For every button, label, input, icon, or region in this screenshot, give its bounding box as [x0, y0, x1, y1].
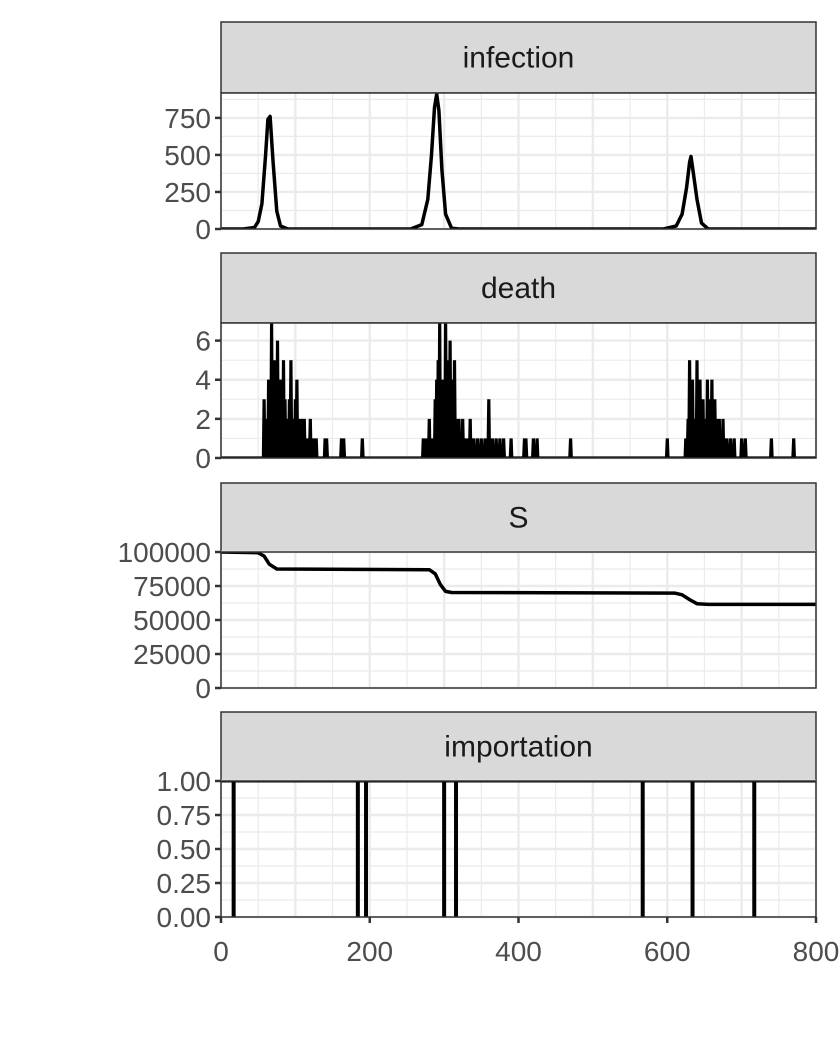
y-tick-label: 6	[195, 326, 211, 357]
y-tick-label: 4	[195, 365, 211, 396]
x-tick-label: 600	[644, 936, 691, 967]
y-tick-label: 250	[164, 177, 211, 208]
y-tick-label: 0.50	[157, 834, 212, 865]
y-tick-label: 0.25	[157, 868, 212, 899]
series-line-s	[221, 552, 816, 607]
y-tick-label: 0	[195, 673, 211, 704]
strip-background	[220, 252, 817, 324]
y-tick-label: 25000	[133, 639, 211, 670]
y-tick-label: 500	[164, 140, 211, 171]
data-layer	[221, 323, 816, 458]
data-layer	[221, 781, 816, 917]
panel-importation: importation 0.000.250.500.751.00	[157, 711, 818, 933]
y-tick-label: 100000	[118, 537, 211, 568]
series-line-death	[221, 323, 816, 458]
y-tick-label: 0	[195, 443, 211, 474]
data-layer	[221, 93, 816, 229]
strip-label: S	[508, 502, 528, 535]
y-tick-label: 0.75	[157, 800, 212, 831]
x-tick-label: 0	[213, 936, 229, 967]
series-line-infection	[221, 93, 816, 229]
strip-label: death	[481, 272, 556, 305]
panel-death: death 0 2 4 6	[195, 252, 818, 474]
x-tick-label: 200	[346, 936, 393, 967]
y-tick-label: 50000	[133, 605, 211, 636]
y-tick-label: 75000	[133, 571, 211, 602]
strip-background	[220, 482, 817, 553]
strip-background	[220, 711, 817, 782]
y-tick-label: 0.00	[157, 902, 212, 933]
strip-label: importation	[444, 731, 592, 764]
strip-background	[220, 21, 817, 94]
data-layer	[221, 552, 816, 607]
x-tick-label: 400	[495, 936, 542, 967]
x-tick-label: 800	[793, 936, 840, 967]
strip-label: infection	[463, 42, 575, 75]
y-tick-label: 2	[195, 404, 211, 435]
panel-infection: infection 0 250 500 750	[164, 21, 818, 245]
panel-border	[220, 92, 817, 230]
y-tick-label: 0	[195, 214, 211, 245]
panel-border	[220, 322, 817, 459]
y-tick-label: 1.00	[157, 766, 212, 797]
y-tick-label: 750	[164, 103, 211, 134]
